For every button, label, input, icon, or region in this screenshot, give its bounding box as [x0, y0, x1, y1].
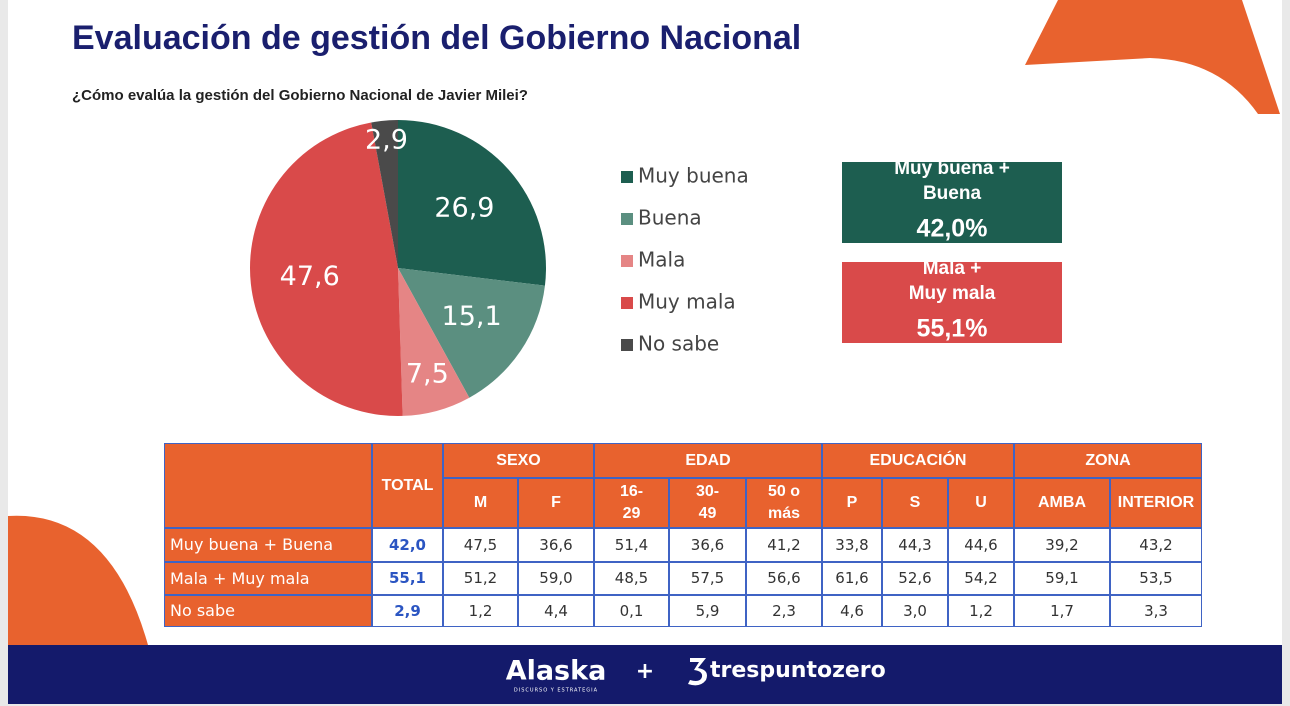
data-cell: 43,2 [1110, 528, 1202, 562]
data-cell: 3,3 [1110, 595, 1202, 627]
slice-label: 15,1 [442, 301, 502, 332]
header-column: 16-29 [594, 478, 669, 528]
header-group: EDAD [594, 443, 822, 478]
legend-swatch [621, 297, 633, 309]
title: Evaluación de gestión del Gobierno Nacio… [72, 19, 801, 57]
total-cell: 42,0 [372, 528, 443, 562]
summary-label: Mala + Muy mala [909, 258, 996, 304]
data-cell: 56,6 [746, 562, 822, 595]
data-cell: 1,7 [1014, 595, 1110, 627]
logo-mark [688, 658, 707, 686]
legend-swatch [621, 255, 633, 267]
slice-label: 47,6 [280, 261, 340, 292]
row-label: No sabe [164, 595, 372, 627]
data-cell: 4,6 [822, 595, 882, 627]
header-group: EDUCACIÓN [822, 443, 1014, 478]
row-label: Muy buena + Buena [164, 528, 372, 562]
data-cell: 2,3 [746, 595, 822, 627]
header-column: S [882, 478, 948, 528]
total-cell: 55,1 [372, 562, 443, 595]
total-cell: 2,9 [372, 595, 443, 627]
header-column: P [822, 478, 882, 528]
data-cell: 53,5 [1110, 562, 1202, 595]
data-cell: 59,1 [1014, 562, 1110, 595]
header-group: SEXO [443, 443, 594, 478]
data-cell: 61,6 [822, 562, 882, 595]
legend-swatch [621, 339, 633, 351]
summary-value: 55,1% [917, 315, 988, 343]
data-cell: 57,5 [669, 562, 746, 595]
pie-slice [371, 120, 398, 268]
corner-shape [1025, 0, 1280, 114]
data-cell: 5,9 [669, 595, 746, 627]
legend-label: Mala [638, 248, 685, 272]
summary-box [842, 162, 1062, 243]
footer-bar [8, 645, 1282, 704]
pie-slice [398, 120, 547, 286]
header-column: INTERIOR [1110, 478, 1202, 528]
brand: Alaska [506, 656, 607, 687]
header-column: 50 o más [746, 478, 822, 528]
brand-tagline: DISCURSO Y ESTRATEGIA [514, 688, 598, 694]
row-label: Mala + Muy mala [164, 562, 372, 595]
data-cell: 48,5 [594, 562, 669, 595]
corner-shape [8, 515, 148, 645]
slice-label: 2,9 [365, 125, 408, 156]
slice-label: 7,5 [406, 359, 449, 390]
legend-label: No sabe [638, 332, 719, 356]
data-cell: 1,2 [443, 595, 518, 627]
data-cell: 36,6 [518, 528, 594, 562]
subtitle: ¿Cómo evalúa la gestión del Gobierno Nac… [72, 87, 528, 104]
header-corner [164, 443, 372, 528]
data-cell: 39,2 [1014, 528, 1110, 562]
data-cell: 0,1 [594, 595, 669, 627]
data-cell: 3,0 [882, 595, 948, 627]
summary-label: Muy buena + Buena [894, 158, 1010, 204]
brand: trespuntozero [710, 658, 886, 683]
legend-label: Muy mala [638, 290, 736, 314]
header-column: 30-49 [669, 478, 746, 528]
data-cell: 59,0 [518, 562, 594, 595]
data-cell: 44,6 [948, 528, 1014, 562]
summary-value: 42,0% [917, 215, 988, 243]
header-column: F [518, 478, 594, 528]
data-cell: 44,3 [882, 528, 948, 562]
legend-swatch [621, 213, 633, 225]
data-cell: 41,2 [746, 528, 822, 562]
data-cell: 4,4 [518, 595, 594, 627]
pie-slice [398, 268, 470, 416]
legend-label: Buena [638, 206, 702, 230]
header-total: TOTAL [372, 443, 443, 528]
pie-slice [398, 268, 545, 398]
header-column: AMBA [1014, 478, 1110, 528]
data-cell: 33,8 [822, 528, 882, 562]
header-column: U [948, 478, 1014, 528]
summary-box [842, 262, 1062, 343]
plus: + [636, 659, 654, 684]
header-group: ZONA [1014, 443, 1202, 478]
data-cell: 51,4 [594, 528, 669, 562]
data-cell: 51,2 [443, 562, 518, 595]
slice-label: 26,9 [434, 193, 494, 224]
data-cell: 1,2 [948, 595, 1014, 627]
data-cell: 54,2 [948, 562, 1014, 595]
legend-label: Muy buena [638, 164, 749, 188]
data-cell: 36,6 [669, 528, 746, 562]
data-cell: 52,6 [882, 562, 948, 595]
header-column: M [443, 478, 518, 528]
legend-swatch [621, 171, 633, 183]
pie-slice [249, 122, 403, 416]
data-cell: 47,5 [443, 528, 518, 562]
